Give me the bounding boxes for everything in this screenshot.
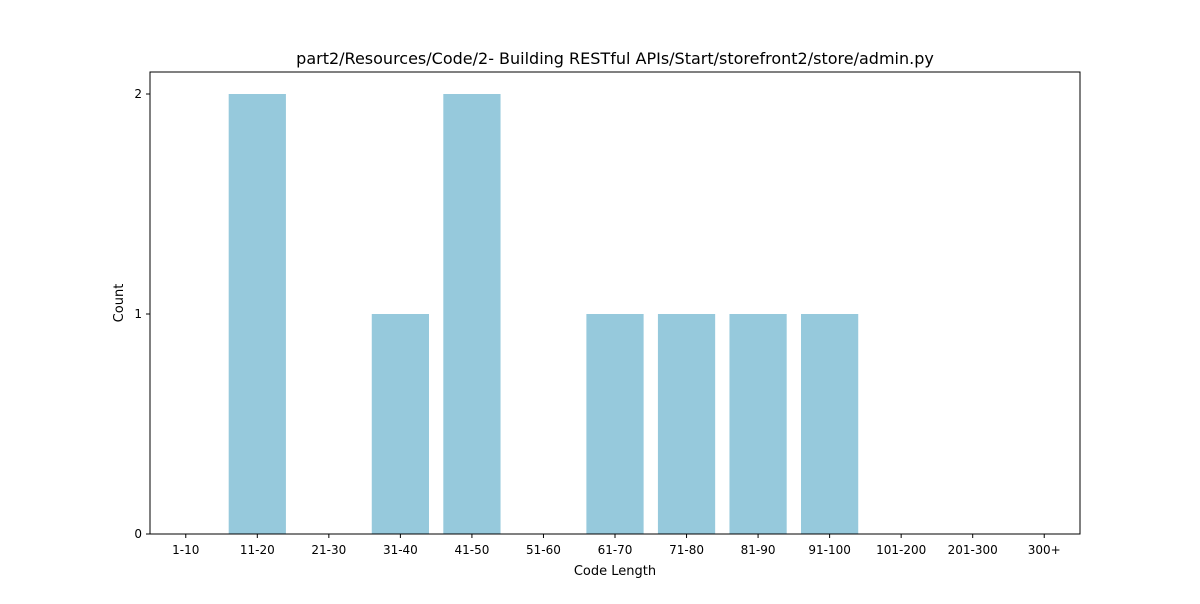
y-tick-label: 2 [134,87,142,101]
bar-41-50 [443,94,501,534]
bar-61-70 [586,314,644,534]
x-tick-label: 51-60 [526,543,561,557]
bars-layer [228,94,859,534]
x-axis-ticks: 1-10 11-20 21-30 31-40 41-50 51-60 61-70 71-80 8… [172,534,1061,557]
x-tick-label: 11-20 [240,543,275,557]
x-tick-label: 201-300 [948,543,998,557]
y-tick-label: 0 [134,527,142,541]
x-tick-label: 1-10 [172,543,199,557]
bar-91-100 [801,314,859,534]
bar-71-80 [657,314,716,534]
x-tick-label: 91-100 [808,543,851,557]
bar-11-20 [228,94,286,534]
x-tick-label: 31-40 [383,543,418,557]
y-axis-ticks: 0 1 2 [134,87,150,541]
x-tick-label: 21-30 [311,543,346,557]
y-tick-label: 1 [134,307,142,321]
plot-frame [149,71,1081,535]
x-tick-label: 101-200 [876,543,926,557]
y-axis-label: Count [112,284,127,323]
x-tick-label: 41-50 [454,543,489,557]
bar-31-40 [371,314,429,534]
x-tick-label: 71-80 [669,543,704,557]
x-axis-label: Code Length [574,564,656,579]
bar-81-90 [729,314,787,534]
chart-title: part2/Resources/Code/2- Building RESTful… [296,49,934,68]
x-tick-label: 300+ [1028,543,1061,557]
x-tick-label: 61-70 [598,543,633,557]
x-tick-label: 81-90 [741,543,776,557]
